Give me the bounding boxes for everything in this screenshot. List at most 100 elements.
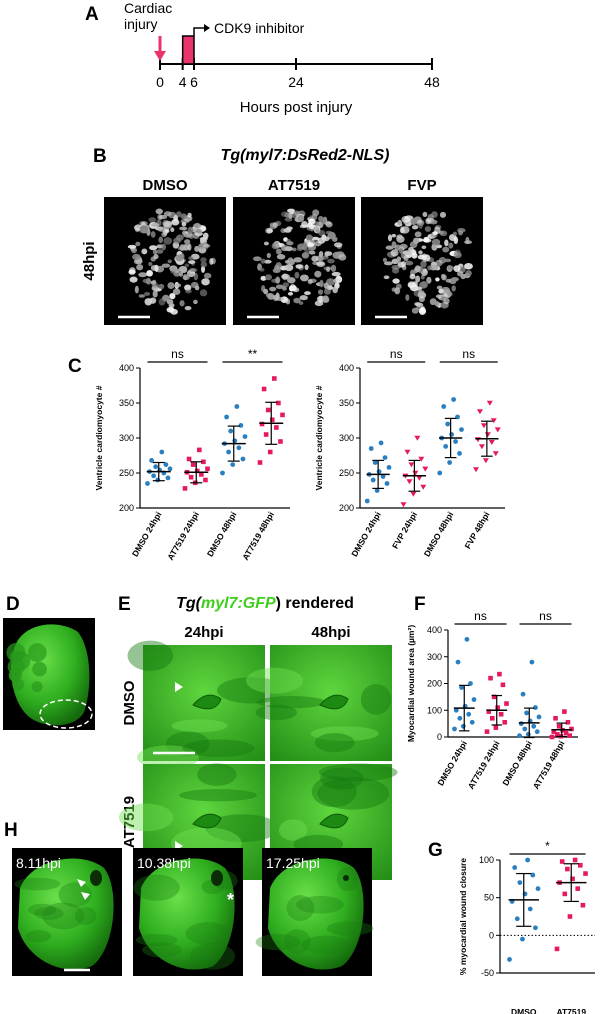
- nucleus: [153, 253, 159, 260]
- arrowhead: [77, 879, 86, 887]
- nucleus: [152, 290, 158, 298]
- nucleus: [436, 244, 443, 249]
- wound: [211, 870, 223, 886]
- nucleus: [275, 284, 284, 290]
- nucleus: [290, 285, 297, 292]
- data-point: [492, 451, 499, 457]
- nucleus: [390, 249, 399, 257]
- data-point: [153, 464, 159, 470]
- nucleus: [294, 210, 300, 216]
- render-shade: [318, 763, 398, 782]
- wound: [319, 694, 349, 710]
- data-point: [238, 423, 244, 428]
- data-point: [199, 472, 204, 477]
- data-point: [274, 425, 279, 430]
- data-point: [437, 470, 443, 476]
- nucleus: [188, 260, 196, 264]
- significance-label: *: [545, 839, 550, 853]
- nucleus: [276, 254, 286, 260]
- nucleus: [179, 300, 185, 307]
- data-point: [522, 726, 528, 732]
- data-point: [155, 477, 161, 483]
- y-tick-label: 250: [339, 468, 354, 478]
- render-shade: [197, 763, 237, 786]
- nucleus: [453, 236, 459, 245]
- render-shade: [34, 906, 64, 920]
- nucleus: [203, 243, 211, 248]
- data-point: [459, 427, 464, 432]
- render-shade: [256, 696, 327, 709]
- data-point: [149, 458, 154, 463]
- render-shade: [314, 733, 355, 753]
- nucleus: [412, 237, 420, 245]
- data-point: [562, 709, 567, 714]
- data-point: [569, 726, 574, 732]
- render-shade: [216, 677, 287, 704]
- significance-label: ns: [539, 609, 552, 623]
- data-point: [471, 697, 477, 702]
- data-point: [368, 446, 374, 451]
- nucleus: [264, 274, 273, 281]
- nucleus: [172, 288, 181, 295]
- row-label: AT7519: [121, 796, 138, 848]
- render-shade: [137, 745, 199, 770]
- data-point: [410, 491, 417, 497]
- x-tick-label: DMSO 48hpi: [422, 510, 456, 558]
- nucleus: [429, 264, 438, 271]
- data-point: [580, 902, 586, 908]
- nucleus: [179, 244, 186, 251]
- data-point: [267, 449, 273, 455]
- nucleus: [170, 266, 177, 274]
- nucleus: [331, 271, 341, 277]
- data-point: [567, 733, 573, 738]
- nucleus: [263, 288, 269, 295]
- nucleus: [144, 291, 151, 296]
- nucleus: [271, 242, 280, 250]
- data-point: [165, 475, 171, 481]
- time-label: 17.25hpi: [266, 855, 320, 871]
- nucleus: [464, 263, 473, 270]
- y-axis-title: Ventricle cardiomyocyte #: [314, 385, 324, 490]
- nucleus: [194, 223, 201, 229]
- nucleus: [265, 292, 274, 298]
- x-tick-label: DMSO 48hpi: [205, 510, 239, 558]
- nucleus: [429, 298, 437, 306]
- y-tick-label: 50: [484, 893, 494, 903]
- nucleus: [414, 265, 421, 273]
- nucleus: [158, 283, 165, 290]
- nucleus: [399, 243, 408, 250]
- nucleus: [161, 263, 171, 268]
- data-point: [272, 376, 277, 381]
- data-point: [559, 859, 565, 864]
- render-lobe: [31, 681, 43, 693]
- nucleus: [201, 278, 210, 286]
- nucleus: [184, 263, 190, 268]
- nucleus: [397, 219, 403, 226]
- nucleus: [465, 270, 472, 277]
- render-lobe: [27, 643, 47, 663]
- nucleus: [385, 245, 394, 250]
- panel-letter: E: [118, 594, 131, 615]
- nucleus: [402, 250, 412, 256]
- data-point: [374, 488, 380, 493]
- nucleus: [263, 259, 272, 264]
- nucleus: [190, 281, 199, 289]
- x-tick-label: AT7519 48hpi: [240, 510, 276, 562]
- nucleus: [260, 258, 266, 264]
- data-point: [384, 481, 390, 486]
- panel-letter: C: [68, 356, 82, 377]
- data-point: [482, 458, 489, 464]
- data-point: [512, 865, 518, 870]
- arrowhead: [81, 892, 90, 900]
- nucleus: [323, 288, 332, 295]
- nucleus: [452, 231, 458, 236]
- nucleus: [292, 247, 297, 252]
- render-shade: [255, 704, 298, 721]
- data-point: [234, 404, 240, 409]
- nucleus: [318, 295, 323, 304]
- y-tick-label: 200: [339, 503, 354, 513]
- data-point: [445, 421, 451, 427]
- nucleus: [200, 257, 207, 263]
- data-point: [459, 685, 464, 690]
- nucleus: [392, 267, 400, 274]
